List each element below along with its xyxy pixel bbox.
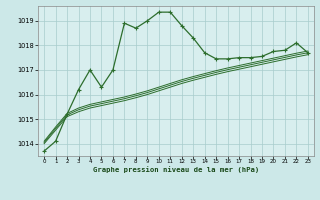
X-axis label: Graphe pression niveau de la mer (hPa): Graphe pression niveau de la mer (hPa): [93, 167, 259, 173]
